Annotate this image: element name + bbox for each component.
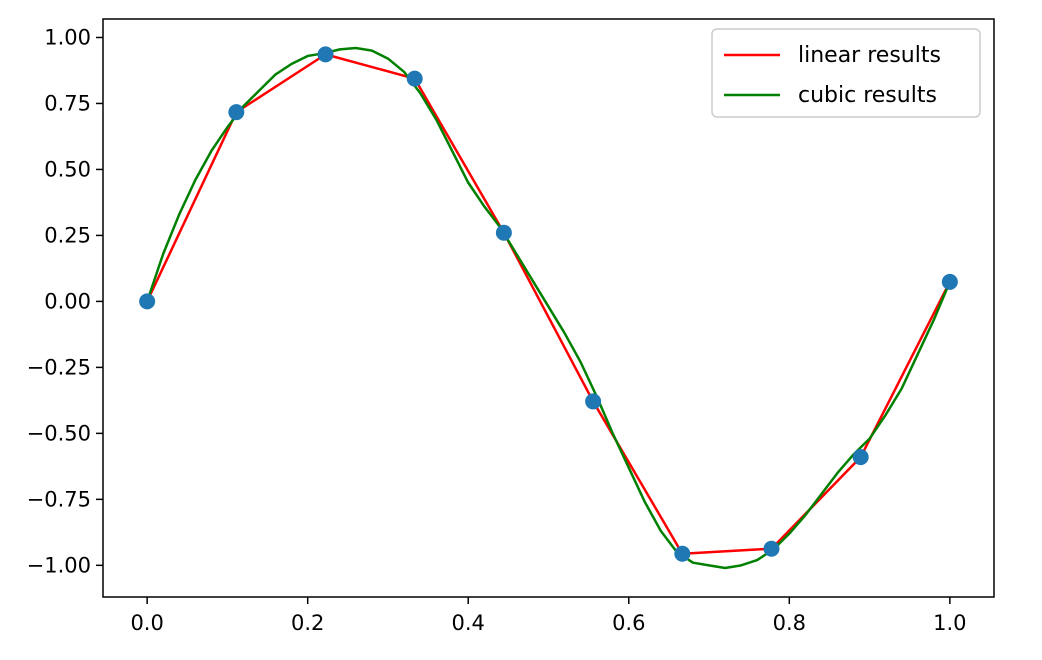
data-point — [228, 104, 245, 121]
legend: linear results cubic results — [711, 28, 981, 118]
series-layer — [145, 46, 952, 570]
x-axis: 0.0 0.2 0.4 0.6 0.8 1.0 — [130, 597, 967, 635]
data-point — [495, 224, 512, 241]
data-point — [139, 293, 156, 310]
y-tick-label: −0.25 — [27, 355, 91, 379]
series-line-0 — [146, 53, 951, 555]
plot-area-frame — [102, 18, 995, 598]
x-tick-label: 1.0 — [933, 611, 966, 635]
y-tick-label: −0.50 — [27, 421, 91, 445]
legend-label-cubic: cubic results — [798, 83, 937, 108]
data-point — [763, 540, 780, 557]
y-tick-label: 0.00 — [44, 289, 91, 313]
y-tick-label: 0.25 — [44, 223, 91, 247]
x-tick-label: 0.0 — [130, 611, 163, 635]
y-tick-label: 0.50 — [44, 157, 91, 181]
y-tick-label: −0.75 — [27, 487, 91, 511]
x-tick-label: 0.8 — [773, 611, 806, 635]
x-tick-label: 0.6 — [612, 611, 645, 635]
data-point — [585, 393, 602, 410]
legend-label-linear: linear results — [798, 43, 941, 68]
data-point — [317, 46, 334, 63]
data-point — [406, 70, 423, 87]
y-axis: 1.00 0.75 0.50 0.25 0.00 −0.25 −0.50 −0.75 −1.00 — [27, 25, 103, 577]
y-tick-label: 0.75 — [44, 91, 91, 115]
points-layer — [139, 46, 958, 562]
series-line-1 — [145, 46, 952, 570]
y-tick-label: −1.00 — [27, 553, 91, 577]
y-tick-label: 1.00 — [44, 25, 91, 49]
data-point — [941, 273, 958, 290]
data-point — [674, 545, 691, 562]
x-tick-label: 0.2 — [291, 611, 324, 635]
x-tick-label: 0.4 — [452, 611, 485, 635]
data-point — [852, 449, 869, 466]
